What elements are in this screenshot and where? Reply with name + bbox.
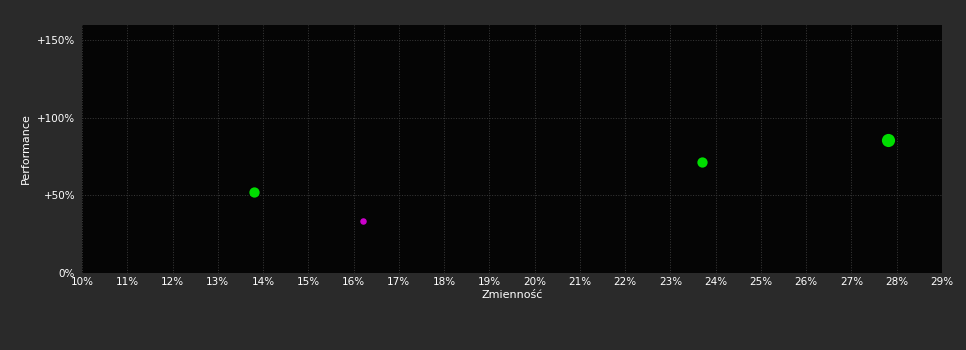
Point <box>246 189 262 195</box>
Point <box>355 218 370 224</box>
Point <box>880 138 895 143</box>
Point <box>695 159 710 165</box>
X-axis label: Zmienność: Zmienność <box>481 290 543 300</box>
Y-axis label: Performance: Performance <box>21 113 31 184</box>
